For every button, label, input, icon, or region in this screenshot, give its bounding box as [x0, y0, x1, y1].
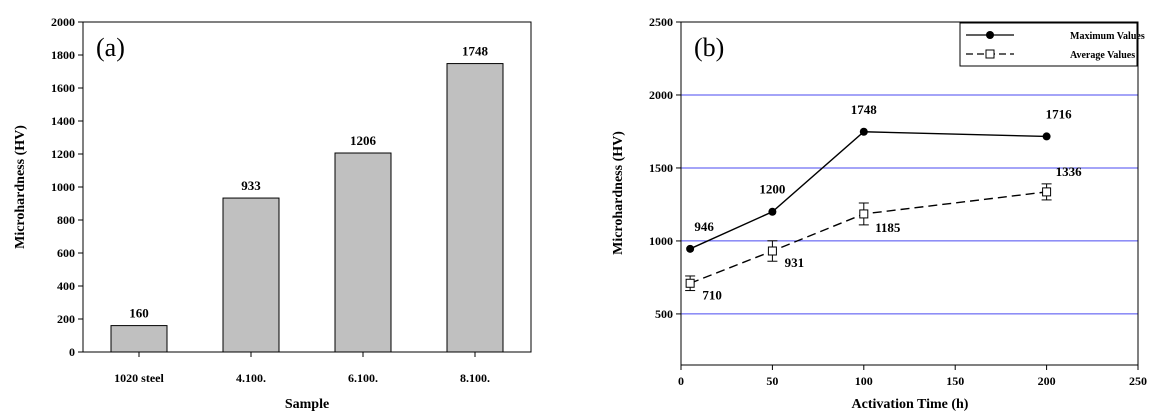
bar	[110, 325, 168, 353]
bar-data-label: 1748	[462, 44, 489, 59]
y-tick-label-a: 1600	[51, 81, 75, 95]
legend-label-avg: Average Values	[1070, 50, 1135, 61]
point-label-max: 1716	[1046, 106, 1073, 121]
point-avg	[685, 278, 695, 288]
panel-label-b: (b)	[694, 33, 724, 62]
x-tick-label-b: 50	[766, 374, 778, 388]
bar-data-label: 933	[241, 178, 261, 193]
x-tick-label-a: 1020 steel	[114, 371, 164, 385]
x-tick-label-b: 200	[1038, 374, 1056, 388]
y-tick-label-a: 2000	[51, 15, 75, 29]
point-label-max: 1200	[759, 182, 785, 197]
series-line-avg	[689, 191, 1047, 284]
x-tick-label-a: 6.100.	[348, 371, 378, 385]
y-tick-label-b: 2500	[649, 15, 673, 29]
y-tick-label-a: 1800	[51, 48, 75, 62]
bar-chart-a: (a) 0 200 400 600 800 1000 1200 1400 1600 1800 200…	[13, 15, 532, 412]
bar-data-label: 1206	[350, 133, 377, 148]
point-label-avg: 931	[785, 255, 805, 270]
panel-label-a: (a)	[96, 33, 125, 62]
y-tick-label-a: 800	[57, 213, 75, 227]
legend-marker-avg	[985, 49, 995, 59]
bar-data-label: 160	[129, 306, 149, 321]
point-avg	[767, 246, 777, 256]
y-tick-label-b: 2000	[649, 88, 673, 102]
legend-box	[959, 22, 1138, 67]
legend-label-max: Maximum Values	[1070, 31, 1145, 42]
y-axis-title-a: Microhardness (HV)	[13, 125, 28, 249]
y-tick-label-b: 500	[655, 307, 673, 321]
y-tick-label-b: 1500	[649, 161, 673, 175]
x-tick-label-b: 150	[946, 374, 964, 388]
y-tick-label-a: 600	[57, 246, 75, 260]
x-axis-title-a: Sample	[285, 397, 329, 412]
x-axis-title-b: Activation Time (h)	[852, 397, 969, 412]
bar	[334, 152, 392, 353]
y-tick-label-a: 400	[57, 279, 75, 293]
series-line-max	[689, 131, 1047, 250]
point-label-max: 1748	[851, 102, 878, 117]
point-label-avg: 1185	[875, 220, 901, 235]
y-axis-title-b: Microhardness (HV)	[611, 131, 626, 255]
y-tick-label-a: 1400	[51, 114, 75, 128]
legend: Maximum Values Average Values	[959, 22, 1145, 67]
point-max	[1042, 132, 1051, 141]
bar	[222, 197, 280, 353]
legend-marker-max	[986, 31, 994, 39]
x-tick-label-b: 0	[678, 374, 684, 388]
y-tick-label-a: 1000	[51, 180, 75, 194]
plot-frame-b	[680, 21, 1139, 366]
y-tick-label-a: 200	[57, 312, 75, 326]
point-avg	[859, 209, 869, 219]
x-tick-label-b: 250	[1129, 374, 1147, 388]
point-max	[859, 127, 868, 136]
x-tick-label-a: 8.100.	[460, 371, 490, 385]
y-tick-label-a: 1200	[51, 147, 75, 161]
bar	[446, 63, 504, 353]
y-tick-label-a: 0	[69, 345, 75, 359]
x-tick-label-a: 4.100.	[236, 371, 266, 385]
point-label-avg: 710	[702, 287, 722, 302]
point-avg	[1042, 187, 1052, 197]
point-label-avg: 1336	[1056, 164, 1083, 179]
point-max	[686, 244, 695, 253]
x-tick-label-b: 100	[855, 374, 873, 388]
point-max	[768, 207, 777, 216]
point-label-max: 946	[694, 219, 714, 234]
y-tick-label-b: 1000	[649, 234, 673, 248]
